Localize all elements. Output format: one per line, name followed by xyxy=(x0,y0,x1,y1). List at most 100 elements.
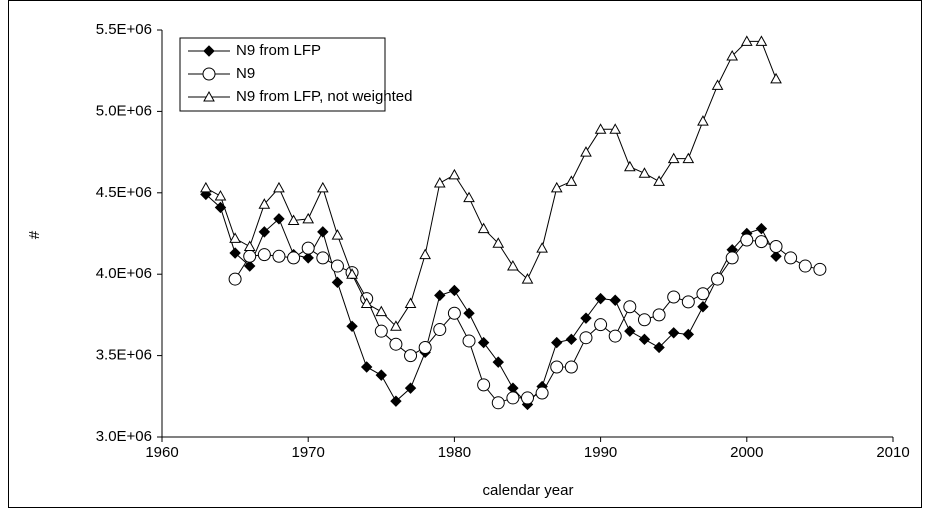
legend-marker xyxy=(202,67,216,81)
data-point xyxy=(492,237,505,248)
legend-marker xyxy=(203,90,215,102)
data-point xyxy=(272,249,286,263)
legend-label: N9 from LFP, not weighted xyxy=(236,88,412,105)
data-point xyxy=(507,260,519,271)
data-point xyxy=(390,320,402,331)
data-point xyxy=(755,35,768,46)
data-point xyxy=(243,249,257,263)
data-point xyxy=(608,329,622,343)
data-point xyxy=(565,333,578,346)
series-line xyxy=(234,239,821,404)
data-point xyxy=(331,229,344,240)
data-point xyxy=(463,191,475,203)
data-point xyxy=(229,247,241,259)
data-point xyxy=(609,123,622,134)
data-point xyxy=(346,320,358,333)
data-point xyxy=(390,395,402,407)
data-point xyxy=(638,167,651,178)
data-point xyxy=(667,290,681,304)
data-point xyxy=(770,250,782,262)
data-point xyxy=(302,252,314,264)
data-point xyxy=(491,396,505,410)
data-point xyxy=(536,242,548,253)
data-point xyxy=(696,287,710,301)
data-point xyxy=(302,212,315,224)
data-point xyxy=(579,331,593,345)
data-point xyxy=(360,297,373,309)
data-point xyxy=(770,72,782,84)
data-point xyxy=(200,181,212,193)
data-point xyxy=(681,295,695,309)
data-point xyxy=(243,240,256,252)
data-point xyxy=(360,361,373,373)
data-point xyxy=(711,272,725,286)
data-point xyxy=(492,356,504,368)
data-point xyxy=(653,175,665,186)
data-point xyxy=(813,262,827,276)
data-point xyxy=(624,325,636,337)
data-point xyxy=(419,248,432,260)
data-point xyxy=(725,251,739,265)
data-point xyxy=(301,241,315,255)
data-point xyxy=(317,226,329,238)
data-point xyxy=(740,233,754,247)
data-point xyxy=(535,386,549,400)
data-point xyxy=(550,360,564,374)
data-point xyxy=(273,181,285,193)
data-point xyxy=(653,341,665,354)
data-point xyxy=(214,190,227,201)
x-tick-label: 2010 xyxy=(876,444,909,461)
y-tick-label: 5.0E+06 xyxy=(96,102,152,119)
data-point xyxy=(346,268,358,279)
legend-marker xyxy=(203,45,215,57)
data-point xyxy=(258,226,271,238)
data-point xyxy=(754,235,768,249)
data-point xyxy=(652,308,666,322)
data-point xyxy=(463,307,475,319)
data-point xyxy=(229,232,241,243)
data-point xyxy=(697,115,709,126)
data-point xyxy=(637,313,651,327)
x-axis-label: calendar year xyxy=(483,482,574,499)
x-tick-label: 1970 xyxy=(292,444,325,461)
data-point xyxy=(244,260,256,272)
data-point xyxy=(331,276,344,289)
data-point xyxy=(594,123,607,134)
y-tick-label: 3.0E+06 xyxy=(96,428,152,445)
data-point xyxy=(580,312,592,324)
data-point xyxy=(521,273,534,284)
data-point xyxy=(506,391,520,405)
data-point xyxy=(755,222,768,235)
data-point xyxy=(784,251,798,265)
series-line xyxy=(205,40,777,328)
data-point xyxy=(447,306,461,320)
y-tick-label: 4.5E+06 xyxy=(96,184,152,201)
data-point xyxy=(258,198,271,209)
data-point xyxy=(330,259,344,273)
x-tick-label: 1980 xyxy=(438,444,471,461)
data-point xyxy=(682,152,695,164)
x-tick-label: 1990 xyxy=(584,444,617,461)
data-point xyxy=(273,213,285,225)
data-point xyxy=(404,349,418,363)
data-point xyxy=(448,284,461,297)
data-point xyxy=(667,327,680,339)
data-point xyxy=(433,323,447,337)
data-point xyxy=(434,289,446,302)
data-point xyxy=(287,214,300,225)
x-tick-label: 1960 xyxy=(145,444,178,461)
data-point xyxy=(565,175,578,186)
data-point xyxy=(404,382,417,394)
data-point xyxy=(374,324,388,338)
data-point xyxy=(448,168,461,180)
data-point xyxy=(228,272,242,286)
data-point xyxy=(477,336,490,349)
data-point xyxy=(418,340,432,354)
data-point xyxy=(316,181,329,193)
data-point xyxy=(697,301,709,313)
series-line xyxy=(205,194,777,406)
data-point xyxy=(682,328,695,341)
data-point xyxy=(287,251,301,265)
data-point xyxy=(623,300,637,314)
data-point xyxy=(375,369,388,381)
